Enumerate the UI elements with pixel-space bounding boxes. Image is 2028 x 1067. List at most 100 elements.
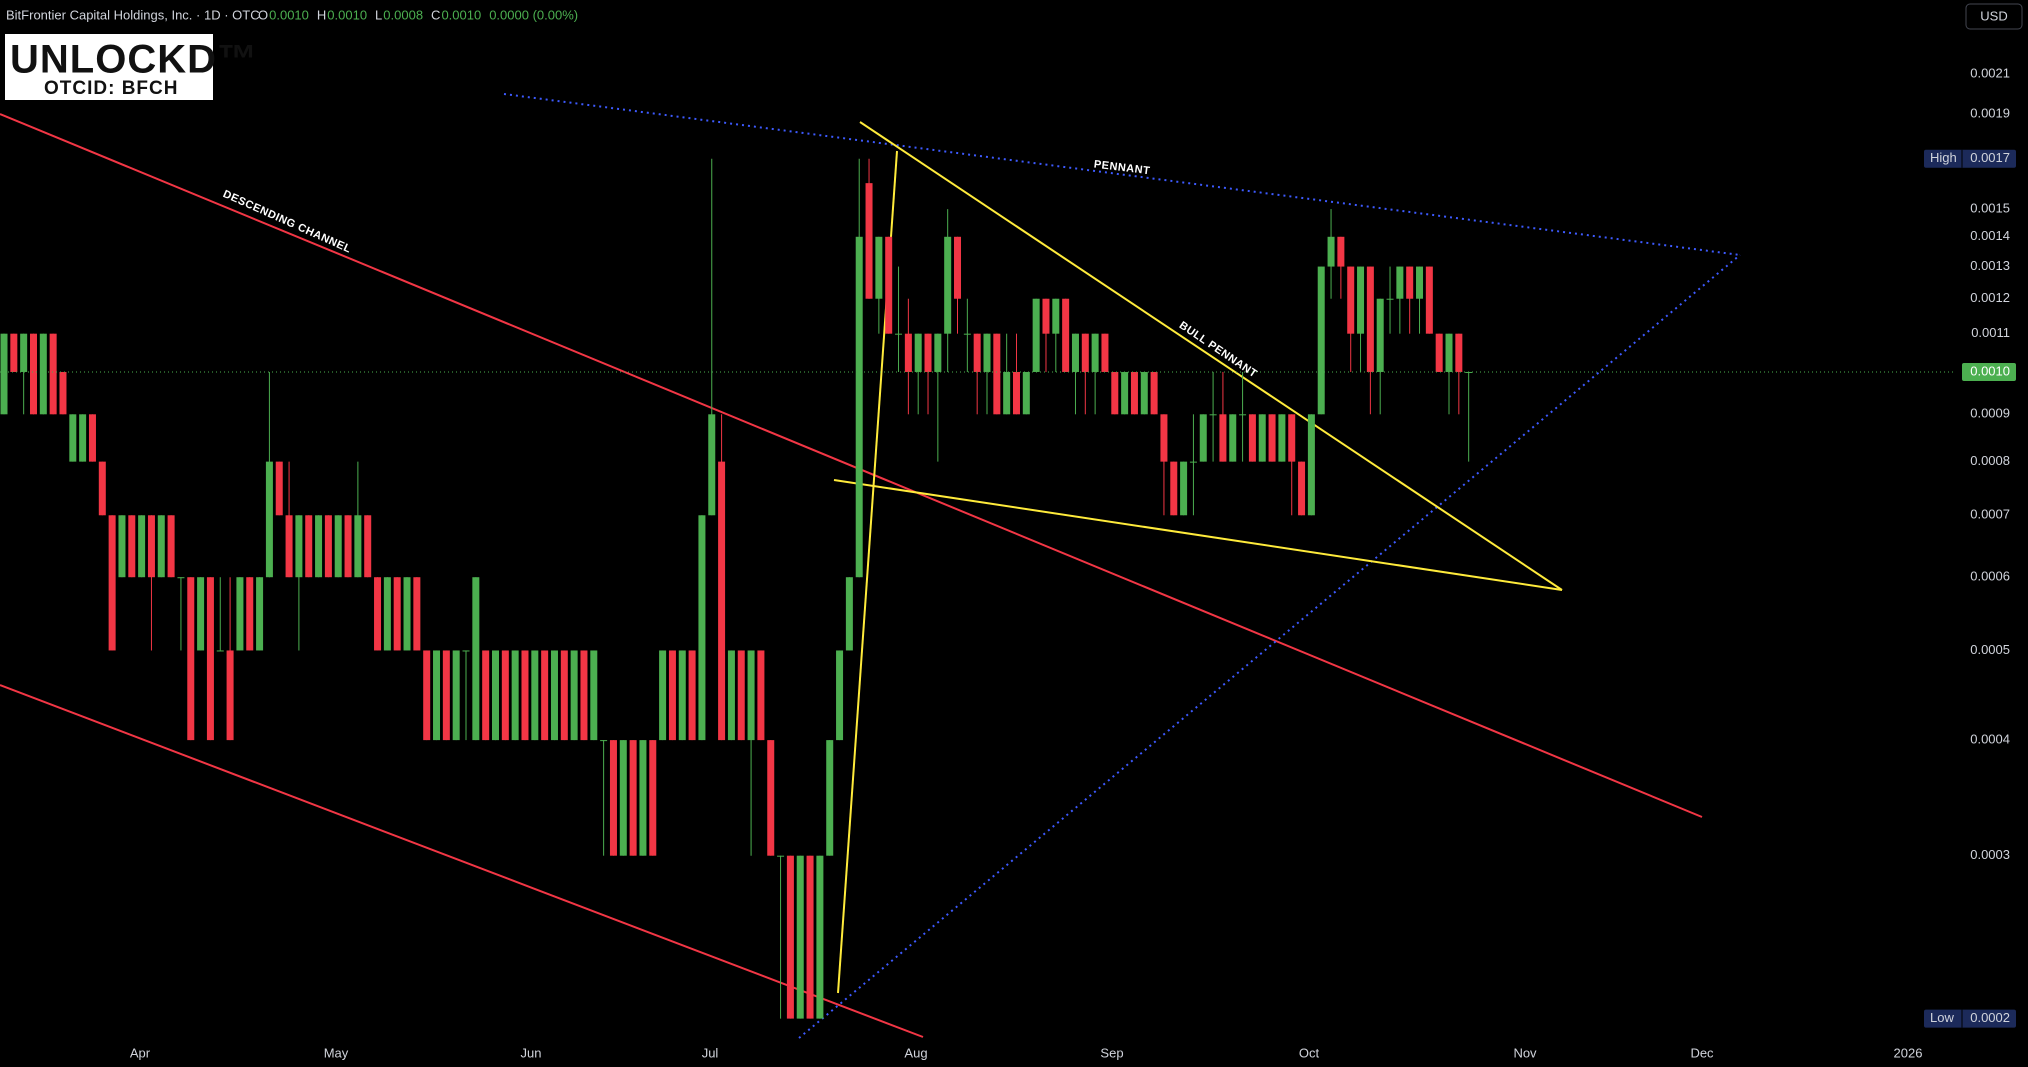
- x-tick-label: Jul: [702, 1045, 719, 1060]
- candle-body: [167, 515, 175, 578]
- candle-body: [59, 371, 67, 415]
- x-tick-label: Aug: [904, 1045, 927, 1060]
- candle-body: [442, 650, 450, 741]
- ohlc-header: O 0.0010 H 0.0010 L 0.0008 C 0.0010 0.0000 (0.00…: [258, 7, 578, 22]
- candle-body: [649, 740, 657, 856]
- candle-body: [49, 333, 57, 415]
- candle-body: [138, 515, 146, 578]
- candle-body: [344, 515, 352, 578]
- candle-body: [1209, 414, 1217, 416]
- candle-body: [246, 577, 254, 651]
- candle-body: [924, 333, 932, 372]
- candle-body: [1445, 333, 1453, 372]
- y-tick-label: 0.0014: [1970, 228, 2010, 243]
- high-tag-bg: [1924, 149, 2016, 168]
- y-tick-label: 0.0015: [1970, 201, 2010, 216]
- candle-body: [79, 414, 87, 462]
- candle-body: [511, 650, 519, 741]
- candle-body: [806, 855, 814, 1019]
- symbol-title: BitFrontier Capital Holdings, Inc. · 1D …: [6, 7, 260, 22]
- candle-body: [1081, 333, 1089, 372]
- candle-body: [1003, 371, 1011, 415]
- candle-body: [963, 333, 971, 335]
- candle-body: [1012, 371, 1020, 415]
- y-tick-label: 0.0007: [1970, 507, 2010, 522]
- logo-subtext: OTCID: BFCH: [44, 78, 178, 99]
- candle-body: [1416, 266, 1424, 299]
- candle-body: [845, 577, 853, 651]
- candle-body: [1071, 333, 1079, 372]
- candle-body: [865, 183, 873, 299]
- candle-body: [1386, 298, 1394, 300]
- candle-body: [39, 333, 47, 415]
- candle-body: [531, 650, 539, 741]
- candle-body: [285, 515, 293, 578]
- candle-body: [236, 577, 244, 651]
- candle-body: [108, 515, 116, 651]
- x-tick-label: Apr: [130, 1045, 151, 1060]
- candle-body: [944, 236, 952, 334]
- currency-label[interactable]: USD: [1980, 8, 2007, 23]
- candle-body: [0, 333, 8, 415]
- candle-body: [580, 650, 588, 741]
- candle-body: [1229, 414, 1237, 462]
- candle-body: [315, 515, 323, 578]
- candle-body: [334, 515, 342, 578]
- candle-body: [983, 333, 991, 372]
- candle-body: [1455, 333, 1463, 372]
- candle-body: [668, 650, 676, 741]
- candle-body: [875, 236, 883, 299]
- candle-body: [727, 650, 735, 741]
- candle-body: [1317, 266, 1325, 415]
- candle-body: [826, 740, 834, 856]
- candle-body: [364, 515, 372, 578]
- candle-body: [718, 461, 726, 741]
- candle-body: [1248, 414, 1256, 462]
- candle-body: [1258, 414, 1266, 462]
- candle-body: [1042, 298, 1050, 334]
- candle-body: [88, 414, 96, 462]
- candle-body: [1327, 236, 1335, 267]
- candle-body: [1150, 371, 1158, 415]
- candle-body: [1091, 333, 1099, 372]
- candle-body: [403, 577, 411, 651]
- header-change: 0.0000 (0.00%): [489, 7, 578, 22]
- candle-body: [177, 577, 185, 579]
- candle-body: [993, 333, 1001, 415]
- candle-body: [796, 855, 804, 1019]
- bull-pennant-upper: [859, 121, 1563, 591]
- pennant-upper-line: [503, 93, 1741, 256]
- candle-body: [216, 650, 224, 652]
- candle-body: [69, 414, 77, 462]
- pennant-lower-line: [798, 254, 1741, 1039]
- candle-body: [1357, 266, 1365, 334]
- channel-lower-line: [0, 684, 924, 1038]
- candle-body: [1062, 298, 1070, 372]
- y-tick-label: 0.0021: [1970, 65, 2010, 80]
- candle-body: [659, 650, 667, 741]
- candle-body: [1101, 333, 1109, 372]
- y-tick-label: 0.0005: [1970, 642, 2010, 657]
- candle-body: [1337, 236, 1345, 267]
- candle-body: [629, 740, 637, 856]
- y-tick-label: 0.0008: [1970, 453, 2010, 468]
- candle-body: [1376, 298, 1384, 372]
- candle-body: [786, 855, 794, 1019]
- candle-body: [1032, 298, 1040, 372]
- candle-body: [1022, 371, 1030, 415]
- candle-body: [521, 650, 529, 741]
- currency-button[interactable]: [1965, 3, 2023, 30]
- candle-body: [226, 650, 234, 741]
- candle-body: [600, 740, 608, 742]
- candle-body: [20, 333, 28, 372]
- candle-body: [501, 650, 509, 741]
- candle-body: [914, 333, 922, 372]
- candle-body: [1199, 414, 1207, 462]
- header-key: H: [317, 7, 326, 22]
- candle-body: [570, 650, 578, 741]
- candle-body: [1052, 298, 1060, 334]
- candle-body: [1140, 371, 1148, 415]
- y-tick-label: 0.0019: [1970, 106, 2010, 121]
- candle-body: [324, 515, 332, 578]
